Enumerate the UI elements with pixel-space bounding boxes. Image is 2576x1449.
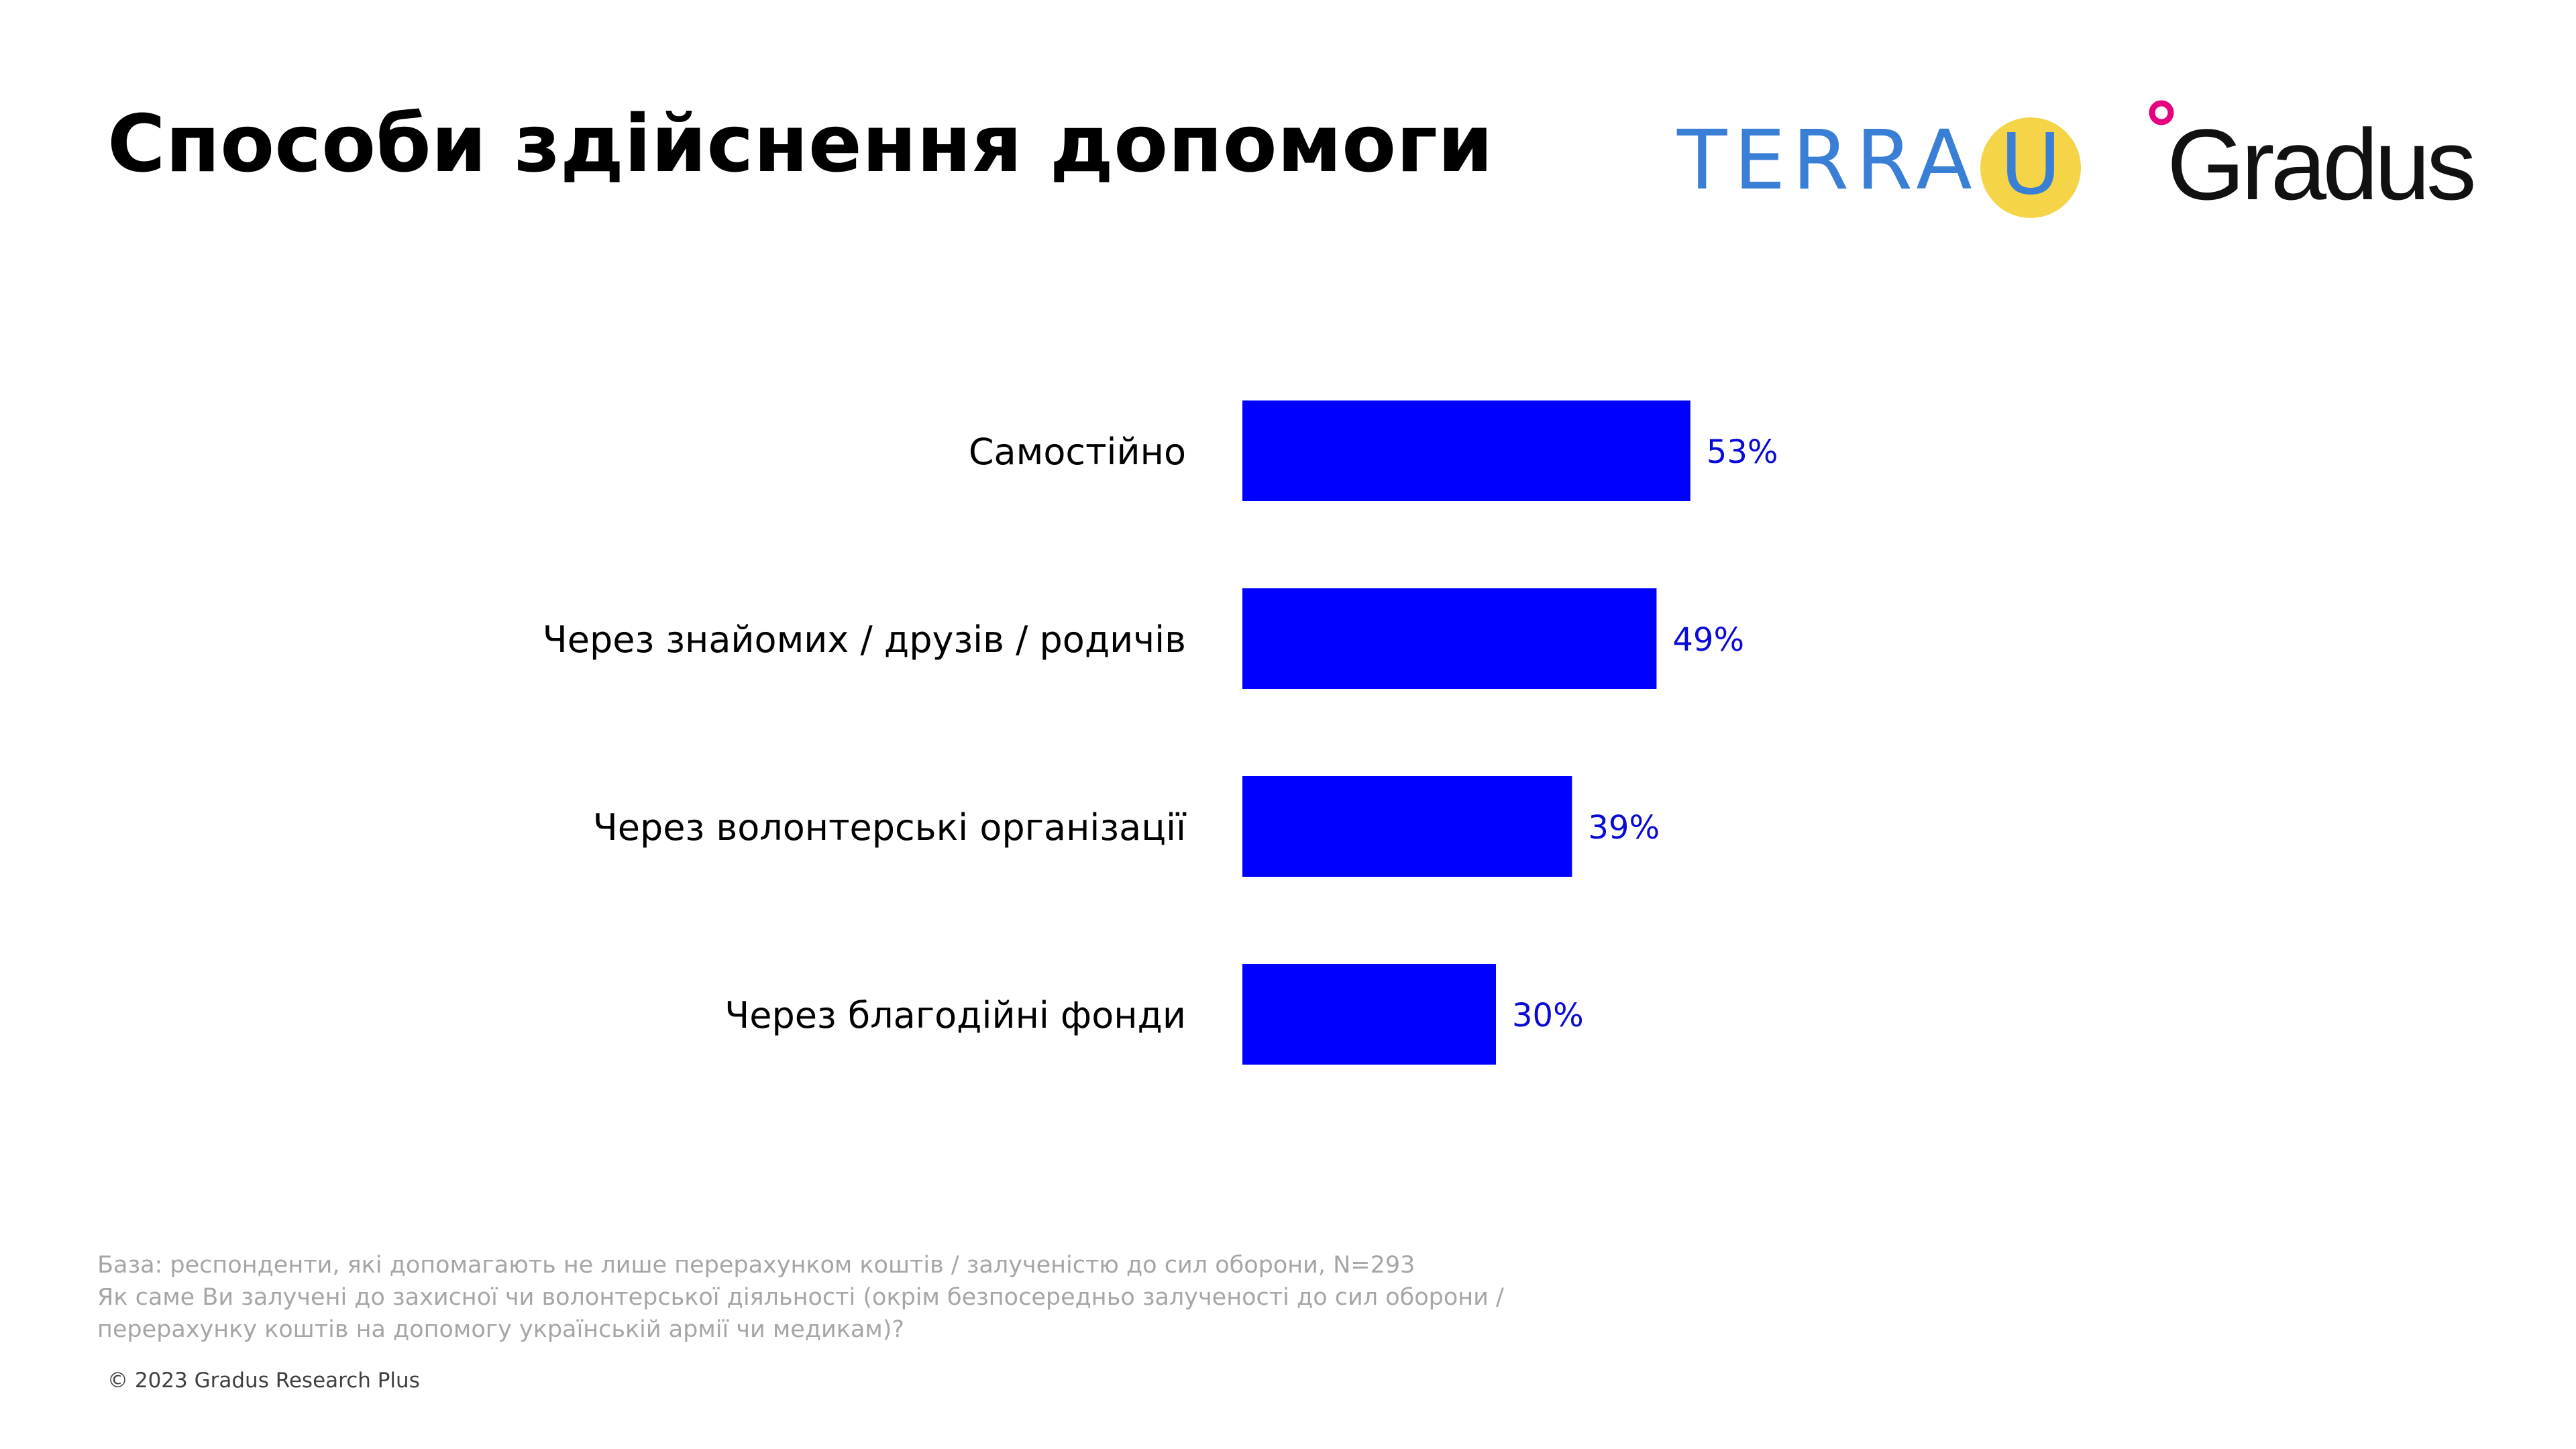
category-label: Самостійно [969, 431, 1186, 473]
gradus-dot-icon [2149, 100, 2174, 125]
terra-logo-text: TERRA [1677, 113, 1979, 208]
footnote-base: База: респонденти, які допомагають не ли… [97, 1252, 1415, 1279]
bar [1242, 776, 1572, 877]
gradus-logo: Gradus [2147, 94, 2496, 215]
gradus-logo-text: Gradus [2167, 108, 2477, 221]
terra-logo-letter: U [2000, 116, 2061, 213]
category-label: Через волонтерські організації [593, 806, 1187, 849]
data-label: 39% [1588, 809, 1660, 847]
bar [1242, 400, 1690, 501]
data-label: 49% [1672, 621, 1744, 659]
footnote-question-line-2: перерахунку коштів на допомогу українськ… [97, 1316, 905, 1343]
bar [1242, 964, 1496, 1065]
bar [1242, 588, 1657, 689]
category-label: Через благодійні фонди [724, 994, 1186, 1036]
copyright: © 2023 Gradus Research Plus [107, 1368, 420, 1393]
category-label: Через знайомих / друзів / родичів [543, 619, 1186, 661]
terra-u-badge-icon: U [1980, 116, 2081, 218]
terra-u-logo: TERRA U [1677, 114, 2086, 221]
data-label: 53% [1707, 433, 1778, 471]
page-title: Способи здійснення допомоги [107, 97, 1493, 190]
data-label: 30% [1512, 997, 1584, 1034]
footnote-question-line-1: Як саме Ви залучені до захисної чи волон… [97, 1284, 1504, 1311]
